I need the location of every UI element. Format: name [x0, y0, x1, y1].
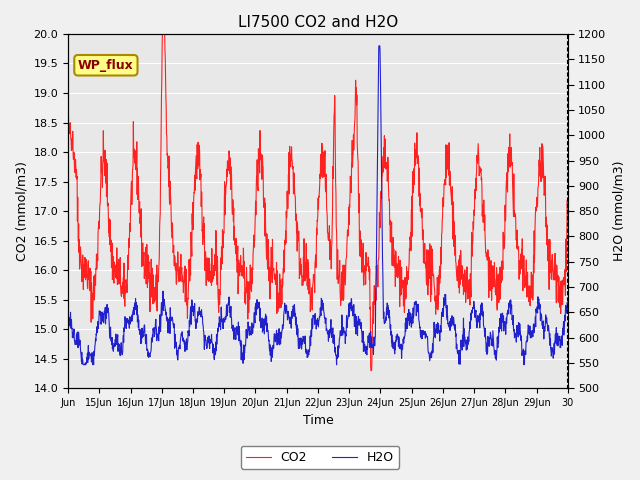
Legend: CO2, H2O: CO2, H2O [241, 446, 399, 469]
Y-axis label: H2O (mmol/m3): H2O (mmol/m3) [612, 161, 625, 262]
CO2 [367, 368, 375, 373]
Line: H2O: H2O [68, 46, 568, 365]
Line: CO2: CO2 [68, 28, 568, 371]
CO2 [564, 218, 572, 224]
Text: WP_flux: WP_flux [78, 59, 134, 72]
X-axis label: Time: Time [303, 414, 333, 427]
CO2 [74, 218, 81, 224]
H2O [532, 310, 540, 315]
CO2 [159, 25, 166, 31]
H2O [375, 43, 383, 48]
H2O [290, 313, 298, 319]
CO2 [532, 204, 540, 210]
CO2 [154, 284, 161, 290]
CO2 [410, 169, 417, 175]
H2O [410, 305, 417, 311]
CO2 [291, 181, 298, 187]
Title: LI7500 CO2 and H2O: LI7500 CO2 and H2O [238, 15, 398, 30]
CO2 [64, 115, 72, 120]
H2O [320, 309, 328, 314]
H2O [564, 307, 572, 313]
H2O [74, 329, 81, 335]
H2O [154, 334, 161, 339]
H2O [64, 323, 72, 328]
Y-axis label: CO2 (mmol/m3): CO2 (mmol/m3) [15, 161, 28, 261]
H2O [333, 362, 340, 368]
CO2 [320, 152, 328, 157]
